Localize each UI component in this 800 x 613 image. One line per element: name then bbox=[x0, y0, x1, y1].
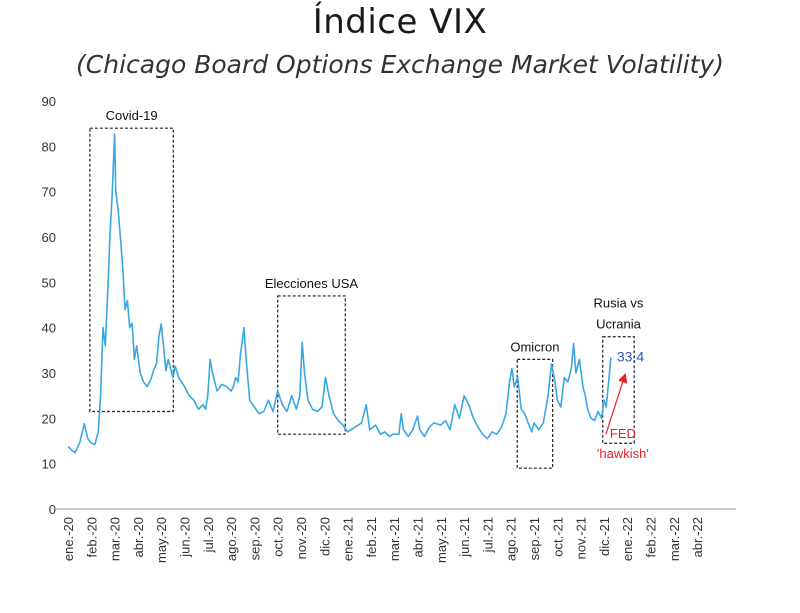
callout-label: FED bbox=[610, 426, 636, 441]
y-tick-label: 10 bbox=[42, 457, 56, 472]
y-tick-label: 70 bbox=[42, 185, 56, 200]
x-tick-label: ene.-22 bbox=[620, 517, 635, 561]
y-tick-label: 90 bbox=[42, 94, 56, 109]
x-tick-label: jul.-21 bbox=[480, 517, 495, 553]
x-tick-label: jun.-21 bbox=[457, 517, 472, 558]
y-tick-label: 60 bbox=[42, 230, 56, 245]
x-tick-label: oct.-21 bbox=[550, 517, 565, 557]
y-tick-label: 40 bbox=[42, 321, 56, 336]
x-tick-label: nov.-20 bbox=[294, 517, 309, 559]
x-tick-label: mar.-22 bbox=[667, 517, 682, 561]
y-tick-label: 20 bbox=[42, 411, 56, 426]
label-layer: 33,4 FED 'hawkish' bbox=[597, 349, 649, 461]
x-tick-label: feb.-22 bbox=[644, 517, 659, 557]
x-tick-label: feb.-20 bbox=[84, 517, 99, 557]
y-tick-label: 80 bbox=[42, 139, 56, 154]
x-tick-label: mar.-21 bbox=[387, 517, 402, 561]
y-tick-label: 0 bbox=[49, 502, 56, 517]
x-tick-label: sep.-21 bbox=[527, 517, 542, 560]
vix-series-line bbox=[67, 133, 612, 454]
last-value-label: 33,4 bbox=[617, 349, 644, 365]
annotation-label: Omicron bbox=[510, 339, 559, 354]
annotation-layer: Covid-19 Elecciones USA Omicron Rusia vs Ucr… bbox=[89, 108, 644, 469]
x-tick-label: jun.-20 bbox=[178, 517, 193, 558]
annotation-box bbox=[277, 295, 346, 435]
x-tick-label: mar.-20 bbox=[108, 517, 123, 561]
annotation-box bbox=[89, 127, 174, 413]
annotation-box bbox=[516, 358, 554, 469]
y-tick-label: 30 bbox=[42, 366, 56, 381]
annotation-label: Covid-19 bbox=[106, 108, 158, 123]
x-tick-label: ene.-21 bbox=[341, 517, 356, 561]
x-tick-label: ene.-20 bbox=[61, 517, 76, 561]
chart-title: Índice VIX bbox=[312, 2, 488, 42]
x-tick-label: abr.-20 bbox=[131, 517, 146, 557]
x-axis: ene.-20 feb.-20 mar.-20 abr.-20 may.-20 jun.-… bbox=[61, 517, 705, 563]
x-tick-label: may.-20 bbox=[154, 517, 169, 563]
chart-subtitle: (Chicago Board Options Exchange Market V… bbox=[76, 50, 724, 79]
x-tick-label: ago.-20 bbox=[224, 517, 239, 561]
y-tick-label: 50 bbox=[42, 275, 56, 290]
x-tick-label: nov.-21 bbox=[574, 517, 589, 559]
x-tick-label: dic.-21 bbox=[597, 517, 612, 556]
x-tick-label: feb.-21 bbox=[364, 517, 379, 557]
callout-arrow bbox=[605, 372, 628, 435]
callout-label: 'hawkish' bbox=[597, 446, 649, 461]
x-tick-label: may.-21 bbox=[434, 517, 449, 563]
series-layer bbox=[67, 133, 612, 454]
x-tick-label: abr.-22 bbox=[690, 517, 705, 557]
annotation-label: Elecciones USA bbox=[265, 276, 359, 291]
x-tick-label: sep.-20 bbox=[247, 517, 262, 560]
x-tick-label: jul.-20 bbox=[201, 517, 216, 553]
x-tick-label: ago.-21 bbox=[504, 517, 519, 561]
x-tick-label: abr.-21 bbox=[411, 517, 426, 557]
annotation-label: Ucrania bbox=[596, 317, 642, 332]
annotation-box bbox=[602, 336, 635, 444]
x-tick-label: oct.-20 bbox=[271, 517, 286, 557]
y-axis: 0 10 20 30 40 50 60 70 80 90 bbox=[42, 94, 736, 517]
annotation-label: Rusia vs bbox=[594, 296, 644, 311]
x-tick-label: dic.-20 bbox=[317, 517, 332, 556]
